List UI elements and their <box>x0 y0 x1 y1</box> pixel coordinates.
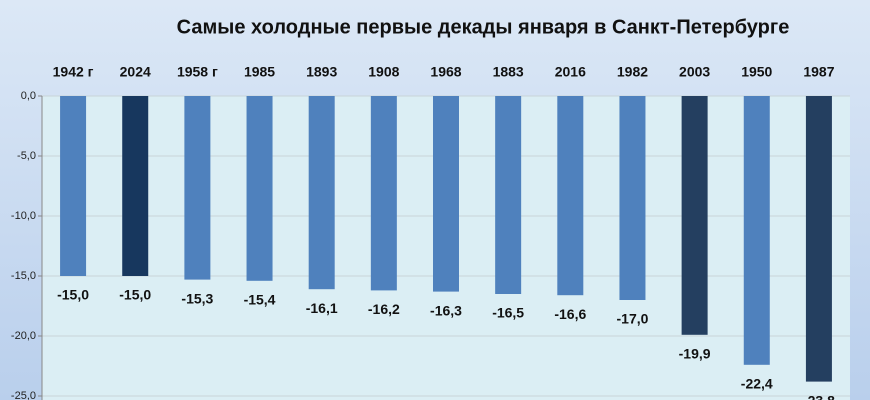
value-label: -15,4 <box>244 292 276 308</box>
y-tick-label: -5,0 <box>17 150 36 162</box>
value-label: -22,4 <box>741 376 773 392</box>
bar <box>433 96 459 292</box>
x-tick-label: 1958 г <box>177 64 218 80</box>
y-tick-label: -10,0 <box>11 210 36 222</box>
value-label: -16,5 <box>492 305 524 321</box>
x-tick-label: 1985 <box>244 64 275 80</box>
chart-title: Самые холодные первые декады января в Са… <box>177 16 790 38</box>
x-tick-label: 1950 <box>741 64 772 80</box>
x-tick-label: 2016 <box>555 64 586 80</box>
bar <box>122 96 149 276</box>
bar <box>743 96 770 365</box>
x-tick-label: 1987 <box>803 64 834 80</box>
value-label: -17,0 <box>617 311 649 327</box>
bar <box>370 96 397 291</box>
bar <box>681 96 708 335</box>
y-tick-label: 0,0 <box>21 90 36 102</box>
value-label: -19,9 <box>679 346 711 362</box>
x-tick-label: 2024 <box>120 64 151 80</box>
x-tick-label: 1968 <box>430 64 461 80</box>
value-label: -23,8 <box>803 392 835 400</box>
bar <box>805 96 832 382</box>
x-tick-label: 1893 <box>306 64 337 80</box>
bar <box>619 96 646 300</box>
bar <box>308 96 335 290</box>
bar <box>557 96 584 296</box>
x-tick-label: 1982 <box>617 64 648 80</box>
value-label: -16,6 <box>554 306 586 322</box>
value-label: -16,2 <box>368 301 400 317</box>
bar <box>60 96 87 276</box>
value-label: -15,3 <box>181 290 213 306</box>
value-label: -16,1 <box>306 300 338 316</box>
y-tick-label: -25,0 <box>11 390 36 400</box>
bar <box>184 96 211 280</box>
value-label: -15,0 <box>57 287 89 303</box>
bar <box>495 96 522 294</box>
y-tick-label: -15,0 <box>11 270 36 282</box>
y-tick-label: -20,0 <box>11 330 36 342</box>
x-tick-label: 1908 <box>368 64 399 80</box>
x-tick-label: 1883 <box>493 64 524 80</box>
bar <box>246 96 273 281</box>
value-label: -16,3 <box>430 302 462 318</box>
x-tick-label: 2003 <box>679 64 710 80</box>
x-tick-label: 1942 г <box>53 64 94 80</box>
value-label: -15,0 <box>119 287 151 303</box>
